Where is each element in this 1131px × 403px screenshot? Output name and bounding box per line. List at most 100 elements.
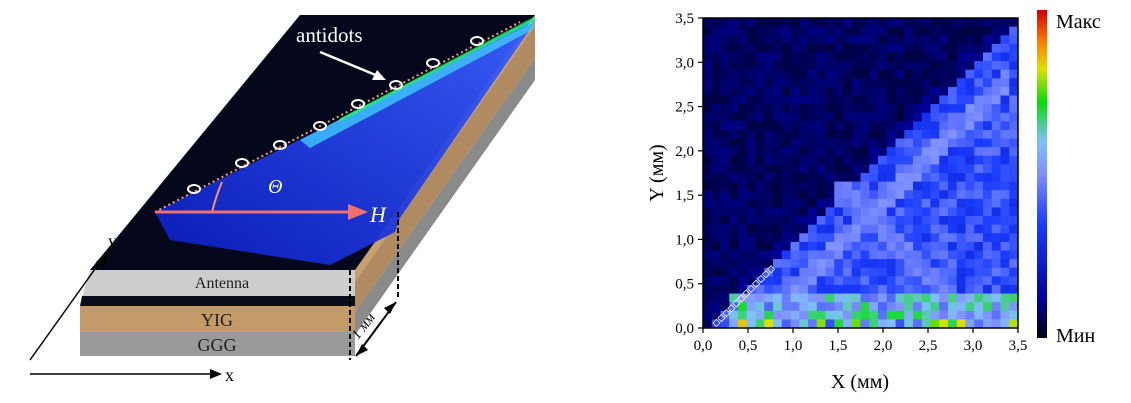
heatmap-cell [738,138,748,148]
heatmap-cell [711,35,721,45]
heatmap-cell [991,173,1001,183]
heatmap-cell [711,284,721,294]
heatmap-cell [913,61,923,71]
heatmap-cell [1009,112,1019,122]
heatmap-cell [974,173,984,183]
heatmap-cell [921,155,931,165]
axis-y-arrowhead [96,252,107,268]
heatmap-cell [843,276,853,286]
heatmap-cell [904,121,914,131]
heatmap-cell [711,129,721,139]
heatmap-cell [860,86,870,96]
heatmap-cell [921,35,931,45]
heatmap-cell [825,147,835,157]
heatmap-cell [921,26,931,36]
heatmap-cell [974,129,984,139]
heatmap-cell [764,190,774,200]
heatmap-cell [930,276,940,286]
heatmap-cell [939,147,949,157]
heatmap-cell [843,250,853,260]
heatmap-cell [991,207,1001,217]
heatmap-cell [816,267,826,277]
heatmap-cell [956,35,966,45]
heatmap-cell [860,147,870,157]
heatmap-cell [711,61,721,71]
heatmap-cell [738,164,748,174]
heatmap-cell [974,35,984,45]
heatmap-cell [816,276,826,286]
heatmap-cell [738,216,748,226]
y-tick-label: 0,0 [675,321,694,337]
heatmap-cell [886,43,896,53]
heatmap-cell [729,310,739,320]
heatmap-cell [956,224,966,234]
heatmap-cell [816,216,826,226]
heatmap-cell [1009,250,1019,260]
heatmap-cell [895,61,905,71]
heatmap-cell [895,241,905,251]
heatmap-cell [711,147,721,157]
heatmap-cell [956,121,966,131]
heatmap-cell [913,173,923,183]
heatmap-cell [886,26,896,36]
heatmap-cell [983,138,993,148]
heatmap-cell [720,267,730,277]
heatmap-cell [965,138,975,148]
heatmap-cell [755,69,765,79]
heatmap-cell [869,259,879,269]
heatmap-cell [886,155,896,165]
heatmap-cell [711,104,721,114]
heatmap-cell [921,224,931,234]
heatmap-cell [720,112,730,122]
heatmap-cell [711,78,721,88]
heatmap-cell [781,155,791,165]
heatmap-cell [825,138,835,148]
heatmap-cell [860,284,870,294]
heatmap-cell [948,104,958,114]
heatmap-cell [781,138,791,148]
heatmap-cell [921,319,931,329]
heatmap-cell [720,61,730,71]
heatmap-cell [816,198,826,208]
heatmap-cell [764,207,774,217]
heatmap-cell [746,319,756,329]
heatmap-cell [729,155,739,165]
heatmap-cell [974,26,984,36]
heatmap-cell [720,43,730,53]
heatmap-cell [913,129,923,139]
heatmap-cell [860,233,870,243]
heatmap-cell [921,198,931,208]
heatmap-cell [843,26,853,36]
heatmap-cell [834,190,844,200]
heatmap-cell [965,69,975,79]
heatmap-cell [834,276,844,286]
heatmap-cell [895,138,905,148]
heatmap-cell [764,319,774,329]
heatmap-cell [895,302,905,312]
heatmap-cell [974,112,984,122]
heatmap-cell [913,43,923,53]
heatmap-cell [921,61,931,71]
heatmap-cell [851,276,861,286]
heatmap-cell [895,233,905,243]
heatmap-cell [720,155,730,165]
heatmap-cell [860,241,870,251]
heatmap-cell [816,112,826,122]
heatmap-cell [843,104,853,114]
heatmap-cell [860,35,870,45]
heatmap-cell [790,198,800,208]
heatmap-cell [948,293,958,303]
heatmap-cell [764,250,774,260]
heatmap-cell [1009,129,1019,139]
heatmap-cell [869,173,879,183]
heatmap-cell [720,259,730,269]
x-axis-ticks: 0,0 0,5 1,0 1,5 2,0 2,5 3,0 3,5 [694,328,1027,354]
heatmap-cell [834,233,844,243]
heatmap-cell [851,78,861,88]
heatmap-cell [720,233,730,243]
heatmap-cell [869,198,879,208]
heatmap-cell [991,155,1001,165]
heatmap-cell [869,138,879,148]
heatmap-cell [878,78,888,88]
heatmap-cell [711,241,721,251]
